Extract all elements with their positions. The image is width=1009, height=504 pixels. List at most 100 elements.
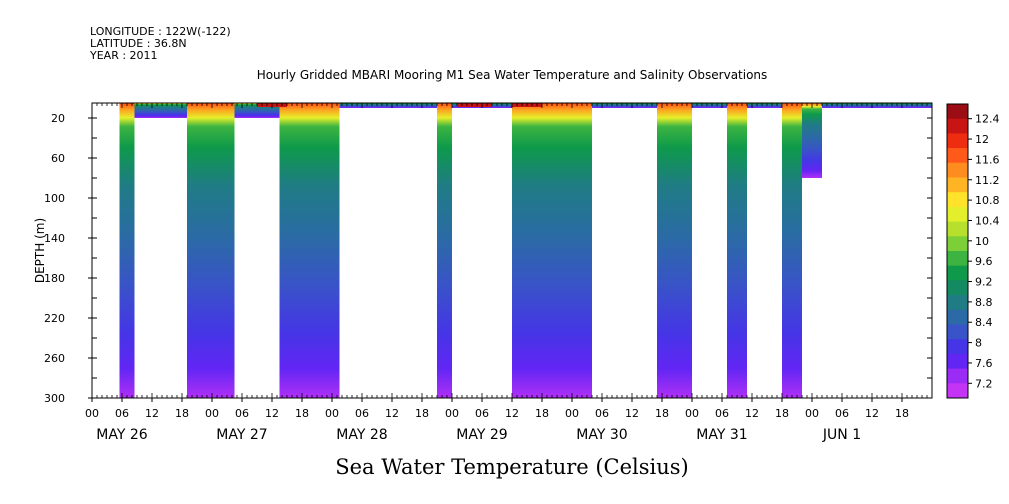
x-tick-label: 12	[265, 407, 279, 420]
x-tick-label: 18	[775, 407, 789, 420]
colorbar-swatch	[947, 339, 968, 355]
x-tick-label: 18	[295, 407, 309, 420]
colorbar-label: 11.6	[975, 153, 1000, 166]
colorbar-label: 9.2	[975, 276, 993, 289]
y-tick-label: 300	[44, 392, 65, 405]
y-axis-label: DEPTH (m)	[33, 218, 47, 283]
x-tick-label: 00	[685, 407, 699, 420]
colorbar-swatch	[947, 133, 968, 149]
data-segment	[657, 103, 692, 398]
x-tick-label: 12	[385, 407, 399, 420]
colorbar-label: 10	[975, 235, 989, 248]
x-tick-label: 18	[655, 407, 669, 420]
x-tick-label: 06	[475, 407, 489, 420]
colorbar-label: 8	[975, 337, 982, 350]
x-tick-label: 06	[115, 407, 129, 420]
colorbar-swatch	[947, 309, 968, 325]
y-tick-label: 260	[44, 352, 65, 365]
x-day-label: JUN 1	[822, 427, 861, 443]
y-tick-label: 100	[44, 192, 65, 205]
colorbar-swatch	[947, 236, 968, 252]
colorbar-swatch	[947, 118, 968, 134]
x-tick-label: 00	[565, 407, 579, 420]
colorbar-label: 12	[975, 133, 989, 146]
x-tick-label: 18	[535, 407, 549, 420]
colorbar-frame	[946, 103, 969, 399]
x-tick-label: 00	[445, 407, 459, 420]
y-tick-label: 140	[44, 232, 65, 245]
colorbar-swatch	[947, 162, 968, 178]
colorbar-label: 10.8	[975, 194, 1000, 207]
x-tick-label: 00	[805, 407, 819, 420]
colorbar-swatch	[947, 192, 968, 208]
colorbar-swatch	[947, 104, 968, 120]
data-segment	[339, 103, 437, 108]
colorbar-swatch	[947, 324, 968, 340]
x-day-label: MAY 30	[576, 427, 627, 443]
colorbar-label: 7.2	[975, 377, 993, 390]
data-segment	[134, 103, 187, 118]
colorbar-swatch	[947, 368, 968, 384]
colorbar: 12.4 12 11.6 11.2 10.8 10.4 10 9.6 9.2 8.8 8.4 8 7.6…	[946, 103, 1000, 399]
x-tick-label: 00	[205, 407, 219, 420]
year-label: YEAR : 2011	[90, 49, 158, 62]
x-tick-label: 06	[235, 407, 249, 420]
data-segment	[802, 103, 822, 178]
y-tick-label: 20	[51, 112, 65, 125]
colorbar-swatch	[947, 251, 968, 267]
plot-area	[119, 103, 932, 398]
x-day-label: MAY 26	[96, 427, 147, 443]
colorbar-label: 12.4	[975, 113, 1000, 126]
chart-title: Hourly Gridded MBARI Mooring M1 Sea Wate…	[256, 68, 768, 82]
longitude-label: LONGITUDE : 122W(-122)	[90, 25, 231, 38]
data-segment	[119, 103, 135, 398]
y-tick-label: 180	[44, 272, 65, 285]
x-day-label: MAY 27	[216, 427, 267, 443]
data-segment	[279, 103, 340, 398]
x-tick-label: 06	[355, 407, 369, 420]
x-tick-label: 06	[595, 407, 609, 420]
colorbar-swatch	[947, 280, 968, 296]
x-tick-label: 18	[175, 407, 189, 420]
data-segment	[692, 103, 727, 108]
y-tick-label: 220	[44, 312, 65, 325]
colorbar-swatch	[947, 295, 968, 311]
x-tick-label: 00	[325, 407, 339, 420]
data-segment	[592, 103, 657, 108]
x-tick-label: 12	[745, 407, 759, 420]
colorbar-label: 8.8	[975, 296, 993, 309]
x-day-label: MAY 31	[696, 427, 747, 443]
colorbar-label: 7.6	[975, 357, 993, 370]
data-segment	[727, 103, 747, 398]
colorbar-swatch	[947, 206, 968, 223]
bottom-title: Sea Water Temperature (Celsius)	[335, 455, 689, 479]
x-tick-label: 18	[895, 407, 909, 420]
y-tick-label: 60	[51, 152, 65, 165]
colorbar-label: 8.4	[975, 316, 993, 329]
x-tick-label: 12	[865, 407, 879, 420]
colorbar-swatch	[947, 265, 968, 281]
x-tick-label: 12	[625, 407, 639, 420]
data-segment	[187, 103, 235, 398]
axes: 00 06 12 18 00 06 12 18 00 06 12 18 00 06 12 18 00 06 12 18…	[33, 102, 933, 443]
data-segment	[512, 103, 592, 398]
x-day-label: MAY 28	[336, 427, 387, 443]
x-tick-label: 00	[85, 407, 99, 420]
colorbar-swatch	[947, 177, 968, 193]
surface-warm-core	[457, 103, 492, 107]
colorbar-label: 9.6	[975, 255, 993, 268]
x-day-label: MAY 29	[456, 427, 507, 443]
colorbar-swatch	[947, 221, 968, 237]
x-tick-label: 18	[415, 407, 429, 420]
data-segment	[437, 103, 452, 398]
colorbar-swatch	[947, 148, 968, 164]
colorbar-swatch	[947, 383, 968, 399]
colorbar-label: 11.2	[975, 174, 1000, 187]
x-tick-label: 06	[835, 407, 849, 420]
x-tick-label: 12	[505, 407, 519, 420]
latitude-label: LATITUDE : 36.8N	[90, 37, 187, 50]
colorbar-swatch	[947, 353, 968, 370]
colorbar-label: 10.4	[975, 214, 1000, 227]
x-tick-label: 12	[145, 407, 159, 420]
